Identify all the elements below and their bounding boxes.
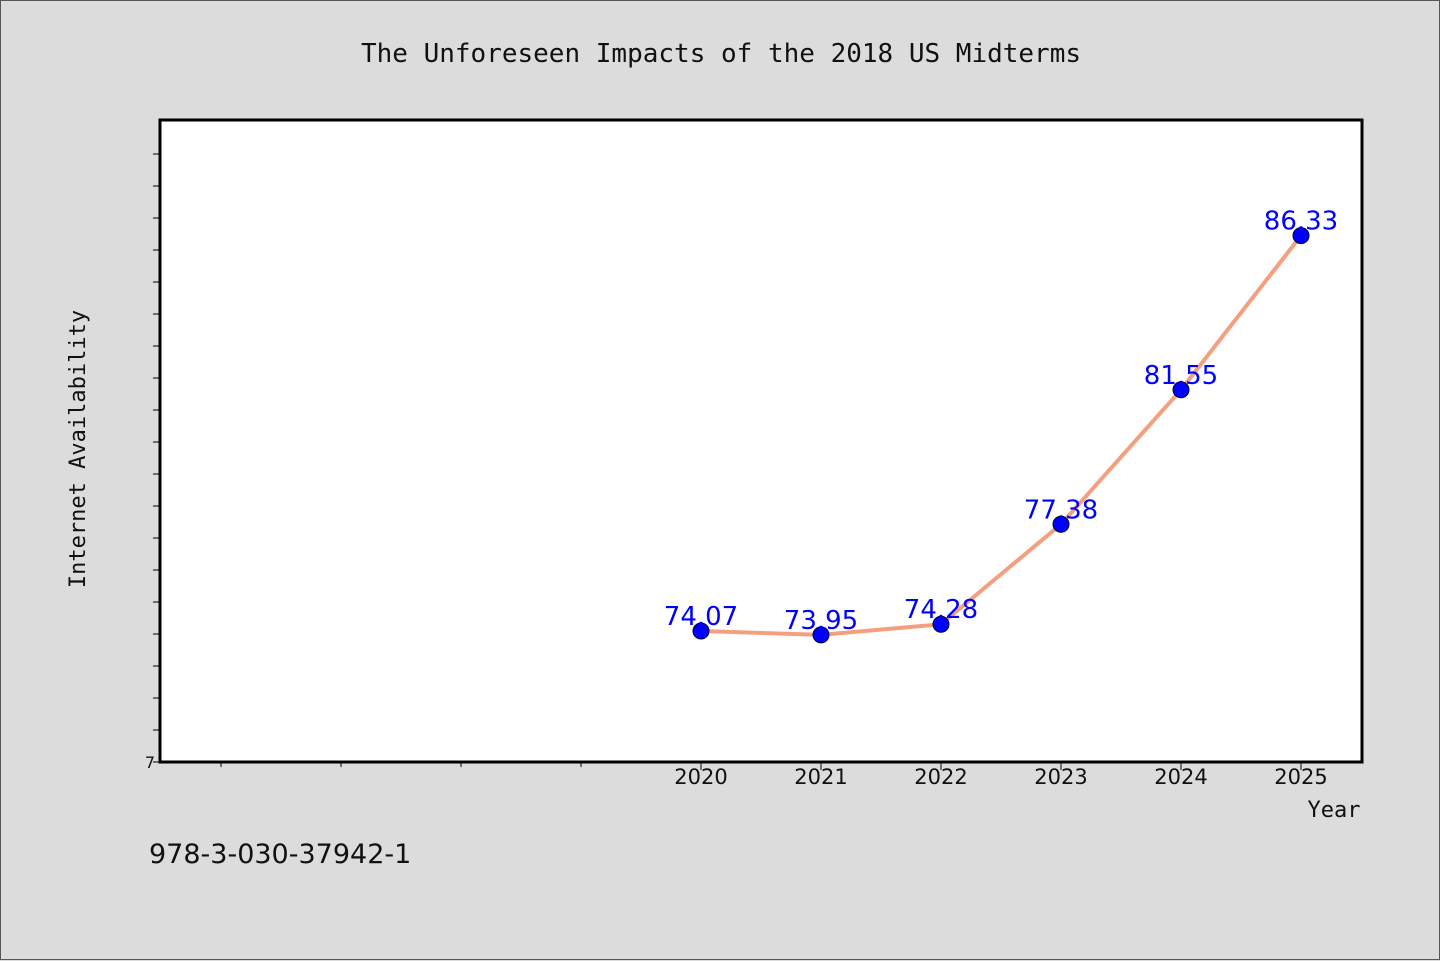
y-tick-label: 7 <box>145 753 155 772</box>
x-axis-label: Year <box>1308 798 1361 823</box>
series-line <box>700 234 1303 637</box>
series-layer <box>692 227 1310 644</box>
data-label: 73.95 <box>784 606 858 636</box>
x-tick-label: 2025 <box>1274 765 1327 789</box>
plot-frame <box>158 118 1364 764</box>
chart-title: The Unforeseen Impacts of the 2018 US Mi… <box>361 39 1081 69</box>
data-point-marker <box>932 615 950 633</box>
x-tick-label: 2020 <box>674 765 727 789</box>
data-point-marker <box>812 626 830 644</box>
x-tick-label: 2024 <box>1154 765 1207 789</box>
data-label: 86.33 <box>1264 207 1338 237</box>
y-axis-label: Internet Availability <box>66 310 91 588</box>
footnote-isbn: 978-3-030-37942-1 <box>149 839 411 870</box>
data-point-marker <box>1292 227 1310 245</box>
data-label: 74.28 <box>904 595 978 625</box>
plot-area <box>160 120 1362 762</box>
x-tick-label: 2021 <box>794 765 847 789</box>
axis-ticks: 7 2020 2021 2022 2023 2024 2025 <box>145 153 1328 789</box>
data-label: 81.55 <box>1144 361 1218 391</box>
data-label: 74.07 <box>664 602 738 632</box>
data-point-marker <box>1052 515 1070 533</box>
data-label: 77.38 <box>1024 495 1098 525</box>
x-tick-label: 2022 <box>914 765 967 789</box>
data-point-marker <box>692 622 710 640</box>
data-point-marker <box>1172 381 1190 399</box>
data-labels: 74.07 73.95 74.28 77.38 81.55 86.33 <box>664 207 1338 636</box>
x-tick-label: 2023 <box>1034 765 1087 789</box>
